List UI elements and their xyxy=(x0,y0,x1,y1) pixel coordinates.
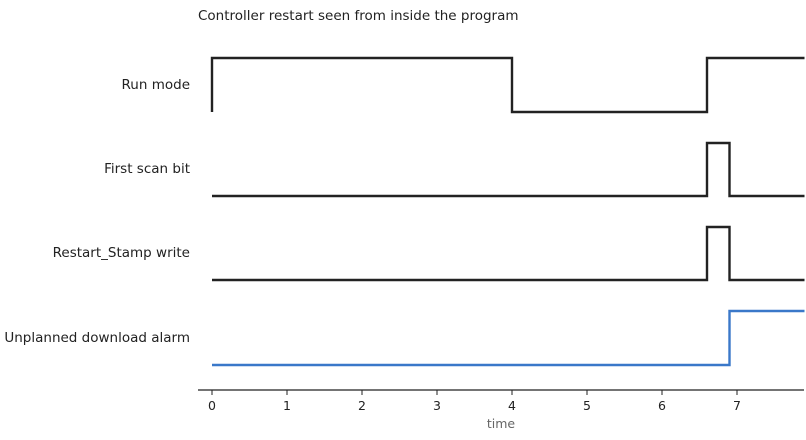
signal-label: Restart_Stamp write xyxy=(53,245,190,261)
signal-trace-run-mode xyxy=(210,56,805,114)
x-tick-label: 5 xyxy=(583,398,591,413)
signal-row-first-scan-bit: First scan bit xyxy=(104,141,805,198)
chart-title: Controller restart seen from inside the … xyxy=(198,8,519,24)
signal-row-restart-stamp-write: Restart_Stamp write xyxy=(53,225,805,282)
signal-row-unplanned-download-alarm: Unplanned download alarm xyxy=(4,309,805,367)
signal-trace-restart-stamp-write xyxy=(212,225,805,282)
signal-label: Unplanned download alarm xyxy=(4,330,190,346)
signal-row-run-mode: Run mode xyxy=(122,56,805,114)
x-tick-label: 3 xyxy=(433,398,441,413)
signal-trace-first-scan-bit xyxy=(212,141,805,198)
x-axis-label: time xyxy=(487,416,516,431)
signal-label: First scan bit xyxy=(104,161,190,177)
signal-traces: Run mode First scan bit Restart_Stamp writ… xyxy=(4,56,805,367)
x-tick-label: 4 xyxy=(508,398,516,413)
x-tick-label: 1 xyxy=(283,398,291,413)
x-tick-label: 0 xyxy=(208,398,216,413)
x-tick-label: 2 xyxy=(358,398,366,413)
x-tick-label: 7 xyxy=(733,398,741,413)
x-tick-label: 6 xyxy=(658,398,666,413)
signal-trace-unplanned-download-alarm xyxy=(212,309,805,367)
x-axis: 0 1 2 3 4 5 6 7 xyxy=(198,389,804,413)
signal-label: Run mode xyxy=(122,77,190,93)
